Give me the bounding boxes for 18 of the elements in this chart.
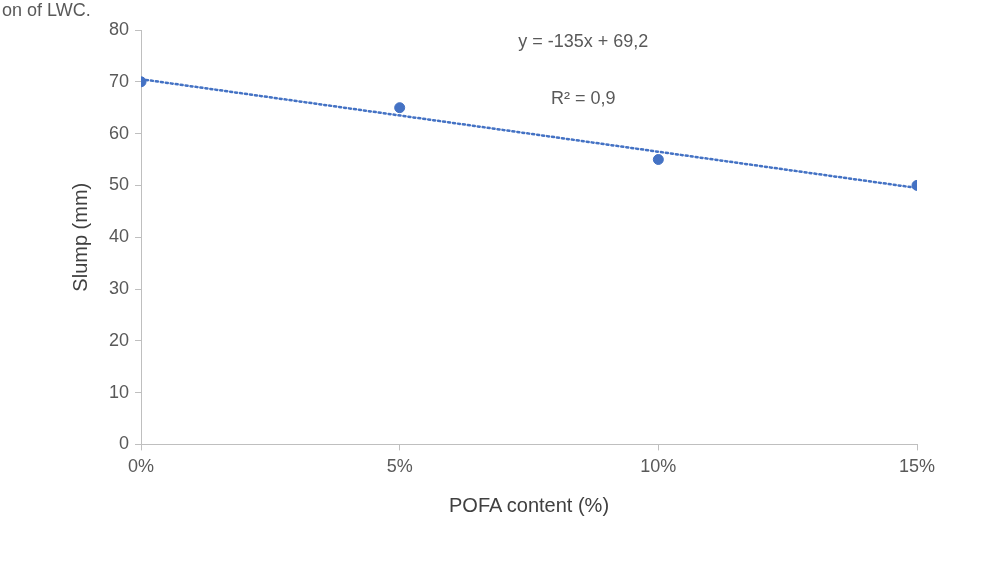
x-tick-label: 10% bbox=[640, 456, 677, 477]
x-axis-title: POFA content (%) bbox=[448, 493, 610, 516]
y-tick-label: 10 bbox=[108, 381, 130, 402]
y-tick-label: 30 bbox=[108, 277, 130, 298]
y-tick-label: 60 bbox=[108, 122, 130, 143]
y-axis-title: Slump (mm) bbox=[68, 182, 91, 292]
annotation: R² = 0,9 bbox=[551, 87, 616, 108]
y-tick-label: 70 bbox=[108, 70, 130, 91]
y-tick-label: 40 bbox=[108, 226, 130, 247]
x-tick-label: 15% bbox=[898, 456, 936, 477]
y-tick-label: 0 bbox=[119, 433, 130, 454]
y-tick-label: 50 bbox=[108, 174, 130, 195]
x-tick-label: 5% bbox=[386, 456, 413, 477]
y-tick-label: 20 bbox=[108, 329, 130, 350]
text: on of LWC. bbox=[2, 0, 91, 20]
x-tick-label: 0% bbox=[128, 456, 155, 477]
y-tick-label: 80 bbox=[108, 18, 130, 39]
annotation: y = -135x + 69,2 bbox=[518, 30, 649, 51]
